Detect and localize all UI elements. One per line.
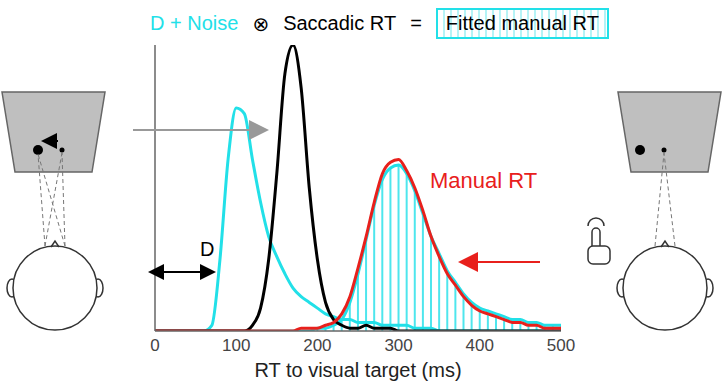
svg-text:0: 0 — [150, 336, 159, 355]
html-text:Manual RT: Manual RT — [430, 168, 538, 193]
html-text:D + Noise: D + Noise — [150, 12, 239, 34]
svg-text:200: 200 — [303, 336, 331, 355]
svg-text:100: 100 — [222, 336, 250, 355]
svg-text:RT to visual target (ms): RT to visual target (ms) — [254, 359, 461, 381]
svg-text:500: 500 — [547, 336, 575, 355]
html-text:Fitted manual RT: Fitted manual RT — [445, 12, 599, 34]
svg-text:400: 400 — [466, 336, 494, 355]
svg-text:300: 300 — [384, 336, 412, 355]
html-text:Saccadic RT: Saccadic RT — [283, 12, 397, 34]
html-text:D: D — [200, 238, 215, 260]
